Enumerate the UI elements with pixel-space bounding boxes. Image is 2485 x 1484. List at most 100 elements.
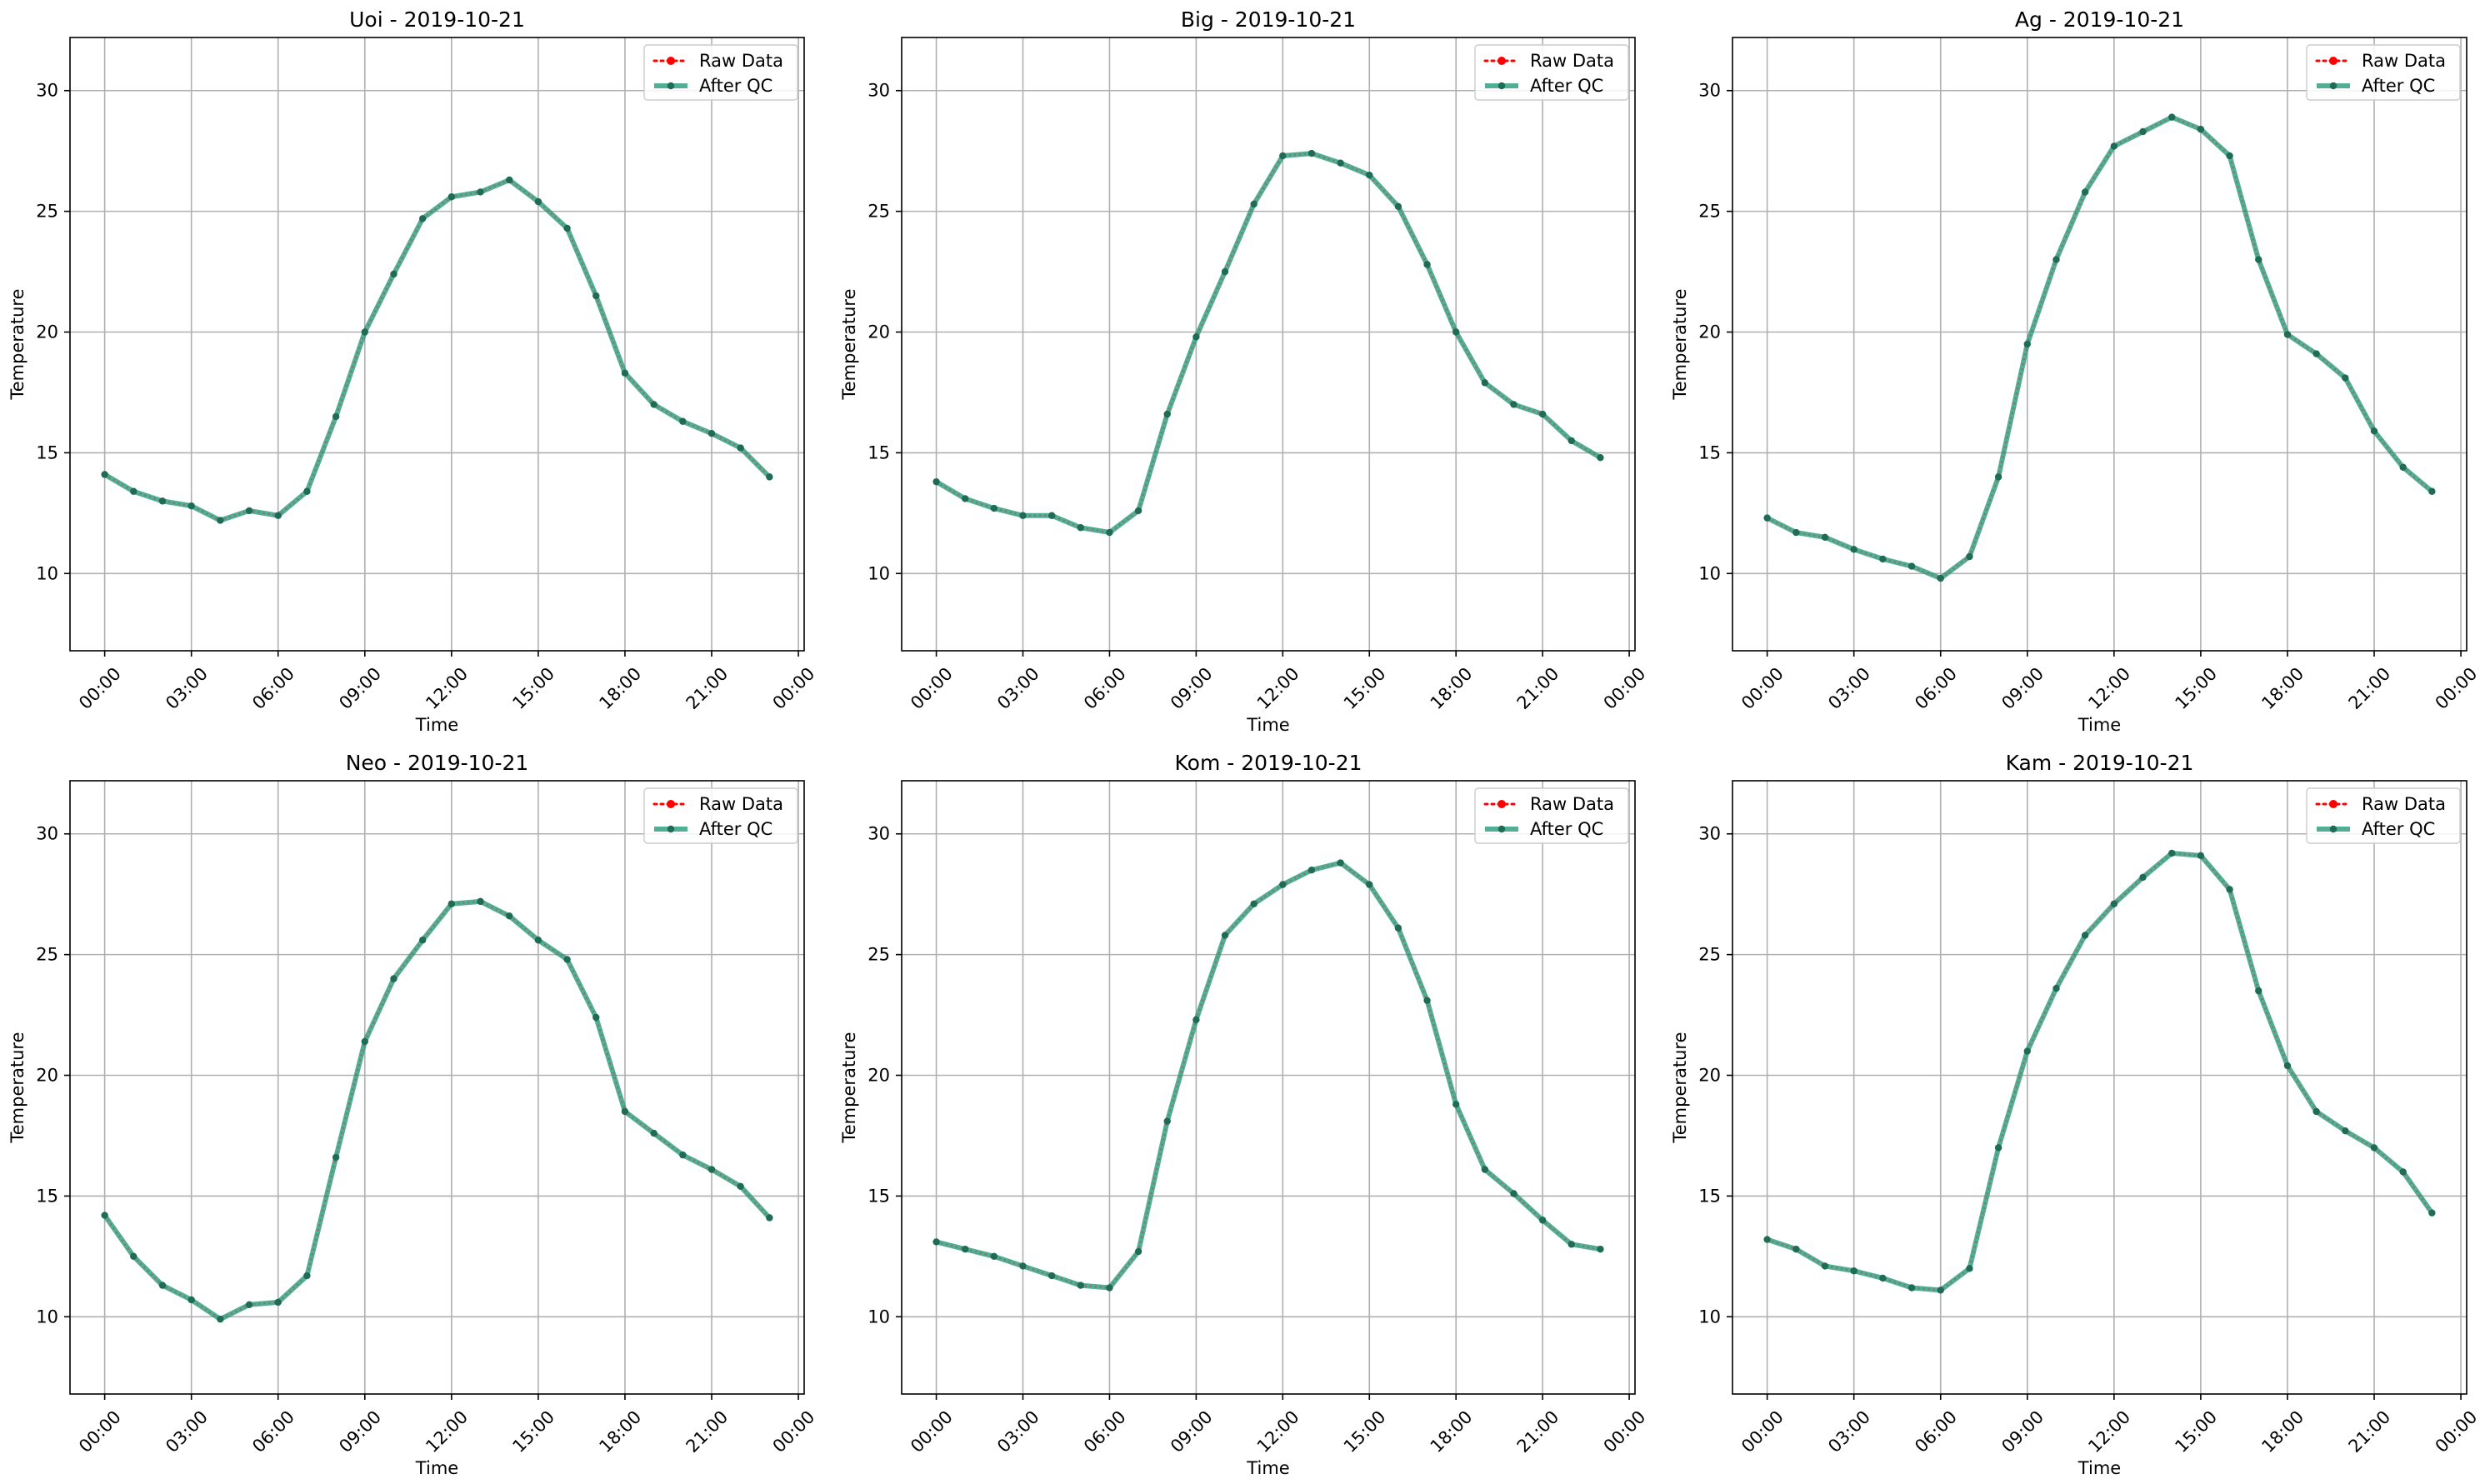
data-point bbox=[1763, 1236, 1771, 1243]
data-point bbox=[217, 517, 224, 524]
legend: Raw Data After QC bbox=[1474, 787, 1629, 844]
data-point bbox=[2139, 873, 2147, 882]
data-point bbox=[2052, 984, 2060, 992]
x-tick-label: 09:00 bbox=[1167, 1407, 1217, 1457]
legend-raw-marker bbox=[2329, 57, 2338, 65]
legend-raw-label: Raw Data bbox=[1530, 794, 1614, 814]
data-point bbox=[2399, 463, 2407, 471]
legend-qc-label: After QC bbox=[699, 819, 772, 839]
data-point bbox=[390, 270, 398, 278]
y-tick-label: 10 bbox=[1698, 563, 1721, 583]
y-tick-label: 20 bbox=[36, 1066, 58, 1086]
data-point bbox=[1106, 528, 1113, 537]
legend-qc-marker bbox=[667, 825, 675, 833]
data-point bbox=[932, 477, 940, 486]
data-point bbox=[737, 444, 744, 452]
data-point bbox=[1308, 149, 1316, 157]
x-tick-label: 12:00 bbox=[2084, 663, 2134, 713]
subplot-6: 10 15 20 25 30 00:00 03:00 06:00 09:00 12:00 15:00… bbox=[1670, 751, 2481, 1478]
data-point bbox=[1134, 1247, 1142, 1256]
data-point bbox=[962, 1245, 969, 1253]
data-point bbox=[1908, 1284, 1916, 1292]
data-point bbox=[990, 504, 998, 512]
y-tick-label: 25 bbox=[1698, 945, 1721, 965]
series-raw-data-line bbox=[936, 862, 1601, 1289]
data-point bbox=[1163, 410, 1171, 418]
x-tick-label: 18:00 bbox=[2258, 663, 2308, 713]
series-after-qc-line bbox=[1764, 114, 2435, 582]
y-tick-label: 15 bbox=[1698, 442, 1721, 462]
data-point bbox=[1792, 1245, 1800, 1253]
data-point bbox=[1394, 924, 1402, 932]
y-axis-label: Temperature bbox=[839, 1032, 859, 1143]
data-point bbox=[2052, 256, 2060, 263]
y-tick-label: 25 bbox=[36, 202, 58, 222]
data-point bbox=[1250, 200, 1258, 208]
legend-qc-marker bbox=[667, 82, 675, 90]
data-point bbox=[188, 1296, 195, 1304]
data-point bbox=[932, 1238, 940, 1246]
legend-qc-label: After QC bbox=[2362, 819, 2435, 839]
data-point bbox=[506, 176, 513, 184]
y-tick-label: 15 bbox=[1698, 1186, 1721, 1206]
x-tick-label: 00:00 bbox=[907, 663, 957, 713]
legend-qc-marker bbox=[1498, 82, 1506, 90]
x-tick-label: 18:00 bbox=[1427, 1407, 1477, 1457]
data-point bbox=[1394, 202, 1402, 211]
data-point bbox=[217, 1315, 224, 1323]
y-tick-label: 20 bbox=[1698, 1066, 1721, 1086]
x-tick-label: 12:00 bbox=[422, 1407, 472, 1457]
x-tick-label: 00:00 bbox=[75, 663, 125, 713]
data-point bbox=[506, 912, 513, 920]
x-tick-label: 00:00 bbox=[907, 1407, 957, 1457]
x-tick-label: 15:00 bbox=[2171, 663, 2221, 713]
data-point bbox=[1994, 1144, 2002, 1152]
data-point bbox=[130, 487, 138, 495]
legend: Raw Data After QC bbox=[643, 44, 798, 101]
x-tick-label: 03:00 bbox=[993, 663, 1043, 713]
data-point bbox=[303, 1272, 311, 1280]
data-point bbox=[2370, 427, 2378, 435]
x-tick-label: 21:00 bbox=[1513, 663, 1563, 713]
y-tick-label: 15 bbox=[868, 442, 890, 462]
data-point bbox=[1510, 1190, 1518, 1197]
legend: Raw Data After QC bbox=[2306, 44, 2461, 101]
data-point bbox=[650, 1129, 658, 1137]
data-point bbox=[2370, 1144, 2378, 1152]
series-after-qc-line bbox=[933, 151, 1603, 536]
legend-raw-label: Raw Data bbox=[699, 794, 783, 814]
data-point bbox=[477, 188, 484, 196]
data-point bbox=[361, 328, 368, 336]
x-tick-label: 21:00 bbox=[2345, 1407, 2395, 1457]
data-point bbox=[2226, 152, 2233, 160]
x-axis-label: Time bbox=[2078, 715, 2121, 735]
data-point bbox=[418, 215, 427, 222]
data-point bbox=[1077, 524, 1085, 532]
subplot-title: Uoi - 2019-10-21 bbox=[349, 7, 525, 32]
x-tick-label: 15:00 bbox=[508, 1407, 558, 1457]
data-point bbox=[1337, 159, 1344, 167]
data-point bbox=[1908, 562, 1916, 570]
data-point bbox=[737, 1182, 744, 1191]
grid bbox=[902, 781, 1635, 1394]
data-point bbox=[1048, 512, 1056, 519]
axes-frame bbox=[901, 37, 1636, 652]
data-point bbox=[1879, 1274, 1887, 1282]
x-tick-label: 18:00 bbox=[1427, 663, 1477, 713]
data-point bbox=[1792, 528, 1800, 537]
x-tick-label: 21:00 bbox=[1513, 1407, 1563, 1457]
data-point bbox=[2226, 886, 2233, 893]
y-tick-label: 10 bbox=[36, 563, 58, 583]
legend-raw-marker bbox=[1498, 57, 1506, 65]
y-tick-label: 25 bbox=[868, 202, 890, 222]
x-tick-label: 00:00 bbox=[1738, 1407, 1788, 1457]
data-point bbox=[1452, 328, 1460, 336]
data-point bbox=[766, 1214, 773, 1222]
x-tick-label: 09:00 bbox=[335, 663, 385, 713]
y-tick-label: 15 bbox=[36, 442, 58, 462]
data-point bbox=[1538, 410, 1547, 418]
data-point bbox=[188, 502, 195, 510]
subplot-4: 10 15 20 25 30 00:00 03:00 06:00 09:00 12:00 15:00… bbox=[8, 751, 818, 1478]
data-point bbox=[1423, 261, 1431, 268]
x-tick-label: 00:00 bbox=[769, 663, 819, 713]
